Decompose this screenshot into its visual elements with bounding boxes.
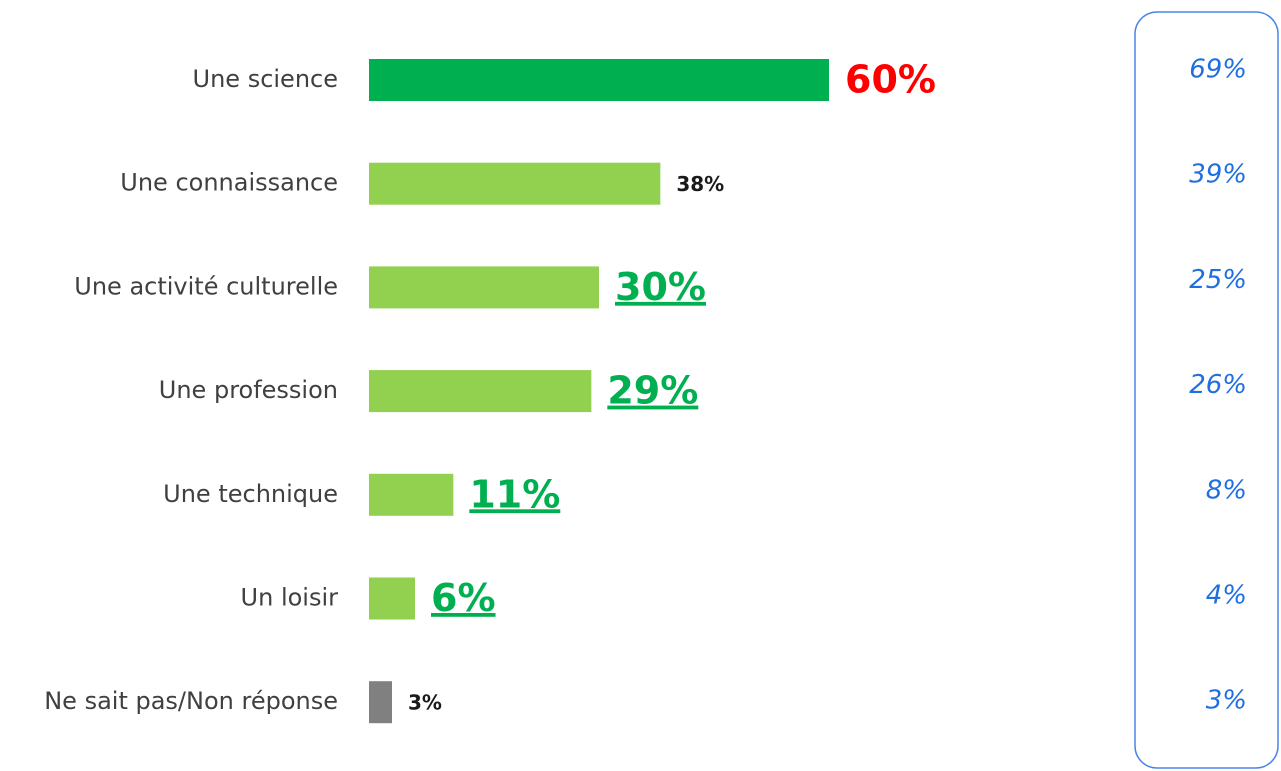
value-label: 60% xyxy=(845,58,936,102)
bar xyxy=(369,473,454,516)
bar xyxy=(369,59,830,101)
value-label: 38% xyxy=(676,172,724,196)
comparison-label: 3% xyxy=(1206,686,1247,716)
value-label: 30% xyxy=(615,265,706,309)
category-label: Une science xyxy=(193,65,338,93)
comparison-panel xyxy=(1134,11,1279,769)
bar xyxy=(369,577,416,620)
comparison-label: 25% xyxy=(1189,265,1247,295)
value-label: 3% xyxy=(408,691,442,715)
category-label: Une profession xyxy=(159,376,338,404)
bar xyxy=(369,266,600,309)
bar xyxy=(369,681,393,724)
comparison-label: 8% xyxy=(1206,475,1247,505)
comparison-label: 69% xyxy=(1189,55,1247,85)
category-label: Un loisir xyxy=(241,584,339,612)
bar xyxy=(369,162,661,205)
category-label: Une activité culturelle xyxy=(74,272,338,300)
value-label: 29% xyxy=(607,369,698,413)
category-label: Ne sait pas/Non réponse xyxy=(44,687,338,715)
comparison-label: 39% xyxy=(1189,160,1247,190)
category-label: Une technique xyxy=(163,480,338,508)
value-label: 11% xyxy=(469,472,560,516)
value-label: 6% xyxy=(431,576,496,620)
bar xyxy=(369,370,592,413)
comparison-label: 4% xyxy=(1206,581,1247,611)
comparison-label: 26% xyxy=(1189,370,1247,400)
category-label: Une connaissance xyxy=(120,169,338,197)
